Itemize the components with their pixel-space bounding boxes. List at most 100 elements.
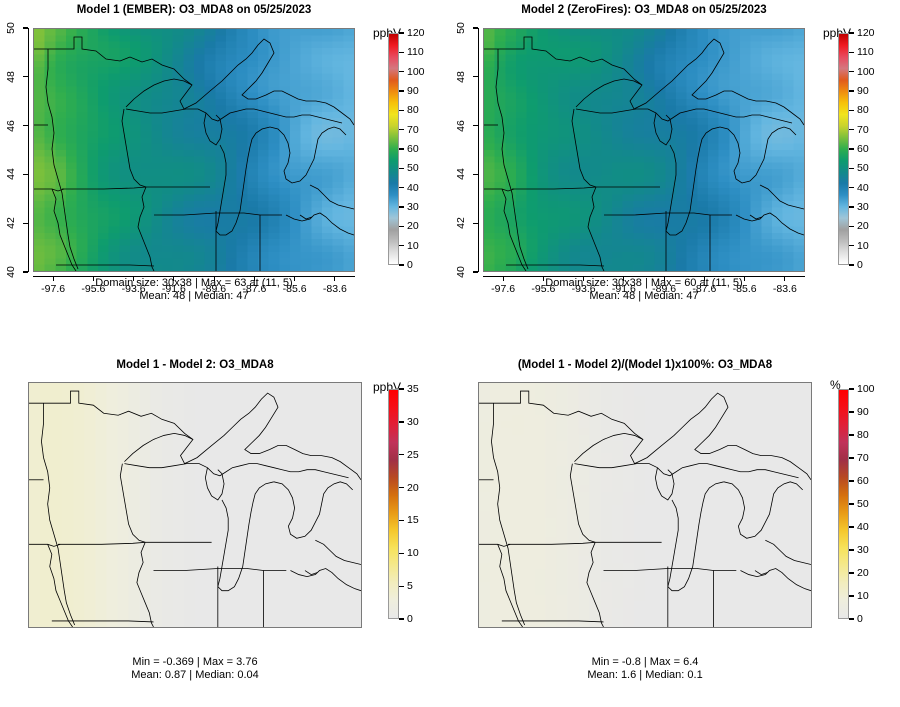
colorbar-tick — [849, 411, 854, 413]
map-boundary-path — [506, 265, 604, 266]
colorbar-tick-label: 30 — [857, 544, 869, 556]
map-boundary-path — [502, 621, 604, 622]
colorbar-tick-label: 20 — [857, 220, 869, 233]
y-axis-tick — [23, 76, 28, 78]
map-boundary-path — [270, 127, 346, 183]
colorbar-tick — [399, 187, 404, 189]
map-boundary-path — [765, 540, 811, 564]
map-boundary-path — [274, 482, 353, 538]
caption-line-2: Mean: 0.87 | Median: 0.04 — [131, 669, 259, 681]
colorbar-tick-label: 0 — [857, 259, 863, 271]
colorbar-tick-label: 110 — [857, 46, 874, 59]
panel-model1-raster — [34, 29, 354, 271]
colorbar-tick — [399, 486, 404, 489]
y-axis-tick-label: 44 — [455, 168, 467, 181]
colorbar-tick-label: 10 — [407, 547, 419, 560]
map-boundary-path — [508, 542, 595, 544]
map-boundary-path — [574, 433, 642, 461]
map-boundary-path — [755, 571, 767, 575]
colorbar-tick — [849, 129, 854, 131]
panel-model2-colorbar — [838, 33, 849, 265]
colorbar-tick-label: 80 — [857, 104, 869, 117]
map-boundary-path — [570, 464, 595, 543]
panel-difference-plot — [28, 382, 362, 628]
map-boundary-path — [218, 482, 274, 591]
colorbar-tick — [399, 32, 404, 34]
map-boundary-path — [502, 189, 526, 271]
colorbar-tick-label: 50 — [857, 162, 869, 175]
panel-difference-raster — [29, 383, 361, 627]
map-boundary-path — [204, 113, 222, 145]
colorbar-tick — [849, 618, 854, 620]
y-axis-tick-label: 40 — [5, 266, 17, 278]
colorbar-tick-label: 100 — [857, 383, 875, 395]
colorbar-tick — [849, 90, 854, 92]
map-boundary-path — [137, 542, 154, 627]
map-boundary-path — [668, 482, 724, 591]
colorbar-tick — [849, 245, 854, 247]
colorbar-tick-label: 0 — [407, 613, 413, 625]
colorbar-tick — [849, 32, 854, 34]
panel-percent-difference-colorbar — [838, 389, 849, 619]
map-boundary-path — [484, 37, 804, 125]
map-boundary-path — [760, 185, 804, 209]
map-boundary-path — [484, 189, 514, 191]
colorbar-tick — [849, 187, 854, 189]
map-boundary-path — [750, 215, 762, 219]
colorbar-tick-label: 0 — [857, 613, 863, 625]
colorbar-tick — [399, 388, 404, 390]
colorbar-tick-label: 60 — [857, 475, 869, 487]
colorbar-tick — [399, 454, 404, 456]
panel-difference-colorbar — [388, 389, 399, 619]
map-boundary-path — [587, 542, 604, 627]
y-axis-tick-label: 42 — [455, 217, 467, 230]
caption-line-2: Mean: 48 | Median: 47 — [139, 290, 249, 302]
map-boundary-path — [572, 109, 596, 187]
y-axis-tick — [23, 27, 28, 29]
map-boundary-path — [29, 391, 361, 480]
colorbar-tick — [399, 167, 404, 170]
map-boundary-path — [655, 468, 674, 500]
y-axis-tick-label: 48 — [5, 70, 17, 83]
colorbar-tick — [399, 225, 404, 228]
colorbar-tick — [849, 148, 854, 150]
map-boundary-path — [724, 482, 803, 538]
map-boundary-path — [124, 433, 192, 461]
panel-model2-plot — [483, 28, 805, 272]
y-axis-tick-label: 42 — [5, 217, 17, 230]
panel-difference-title: Model 1 - Model 2: O3_MDA8 — [116, 359, 274, 371]
panel-model2-caption: Domain size: 30x38 | Max = 60 at (11, 5)… — [483, 277, 805, 303]
colorbar-tick — [849, 572, 854, 574]
colorbar-tick — [399, 206, 404, 208]
map-boundary-path — [52, 189, 76, 271]
panel-difference-caption: Min = -0.369 | Max = 3.76 Mean: 0.87 | M… — [28, 656, 362, 682]
panel-model2-map-outline — [484, 29, 804, 271]
map-boundary-path — [496, 49, 528, 269]
colorbar-tick — [849, 71, 854, 73]
y-axis-tick — [473, 271, 478, 273]
colorbar-tick — [399, 51, 404, 54]
map-boundary-path — [290, 569, 361, 591]
caption-line-1: Min = -0.369 | Max = 3.76 — [132, 656, 258, 668]
map-boundary-path — [124, 464, 348, 478]
colorbar-tick-label: 100 — [407, 65, 425, 78]
colorbar-tick — [849, 388, 854, 390]
map-boundary-path — [588, 187, 604, 271]
y-axis-tick — [473, 76, 478, 78]
colorbar-tick — [849, 109, 854, 112]
colorbar-tick — [399, 90, 404, 92]
map-boundary-path — [52, 621, 154, 622]
panel-percent-difference-caption: Min = -0.8 | Max = 6.4 Mean: 1.6 | Media… — [478, 656, 812, 682]
colorbar-tick — [399, 585, 404, 587]
map-boundary-path — [666, 127, 720, 235]
map-boundary-path — [315, 540, 361, 564]
map-boundary-path — [498, 544, 523, 627]
colorbar-tick — [849, 206, 854, 208]
map-boundary-path — [720, 127, 796, 183]
caption-line-2: Mean: 48 | Median: 47 — [589, 290, 699, 302]
colorbar-tick-label: 20 — [857, 567, 869, 579]
map-boundary-path — [34, 37, 354, 125]
map-boundary-path — [122, 109, 146, 187]
map-boundary-path — [300, 215, 312, 219]
